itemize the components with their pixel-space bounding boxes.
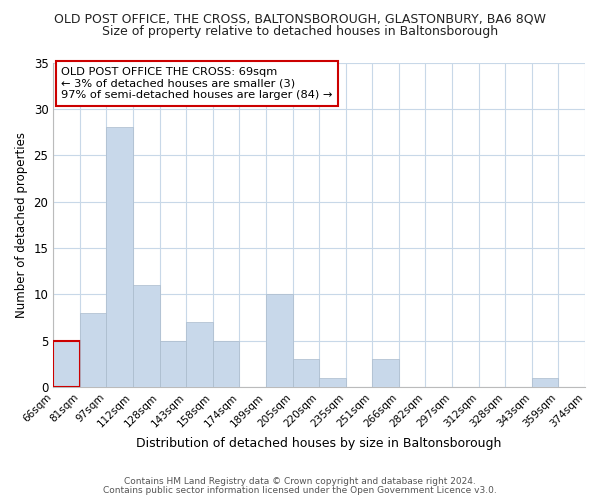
Bar <box>53 340 80 387</box>
X-axis label: Distribution of detached houses by size in Baltonsborough: Distribution of detached houses by size … <box>136 437 502 450</box>
Bar <box>532 378 559 387</box>
Text: OLD POST OFFICE, THE CROSS, BALTONSBOROUGH, GLASTONBURY, BA6 8QW: OLD POST OFFICE, THE CROSS, BALTONSBOROU… <box>54 12 546 26</box>
Bar <box>319 378 346 387</box>
Text: Size of property relative to detached houses in Baltonsborough: Size of property relative to detached ho… <box>102 25 498 38</box>
Bar <box>373 359 399 387</box>
Bar <box>80 313 106 387</box>
Text: Contains HM Land Registry data © Crown copyright and database right 2024.: Contains HM Land Registry data © Crown c… <box>124 477 476 486</box>
Bar <box>133 285 160 387</box>
Text: Contains public sector information licensed under the Open Government Licence v3: Contains public sector information licen… <box>103 486 497 495</box>
Y-axis label: Number of detached properties: Number of detached properties <box>15 132 28 318</box>
Bar <box>213 340 239 387</box>
Text: OLD POST OFFICE THE CROSS: 69sqm
← 3% of detached houses are smaller (3)
97% of : OLD POST OFFICE THE CROSS: 69sqm ← 3% of… <box>61 67 332 100</box>
Bar <box>106 128 133 387</box>
Bar <box>160 340 186 387</box>
Bar <box>293 359 319 387</box>
Bar <box>266 294 293 387</box>
Bar <box>186 322 213 387</box>
